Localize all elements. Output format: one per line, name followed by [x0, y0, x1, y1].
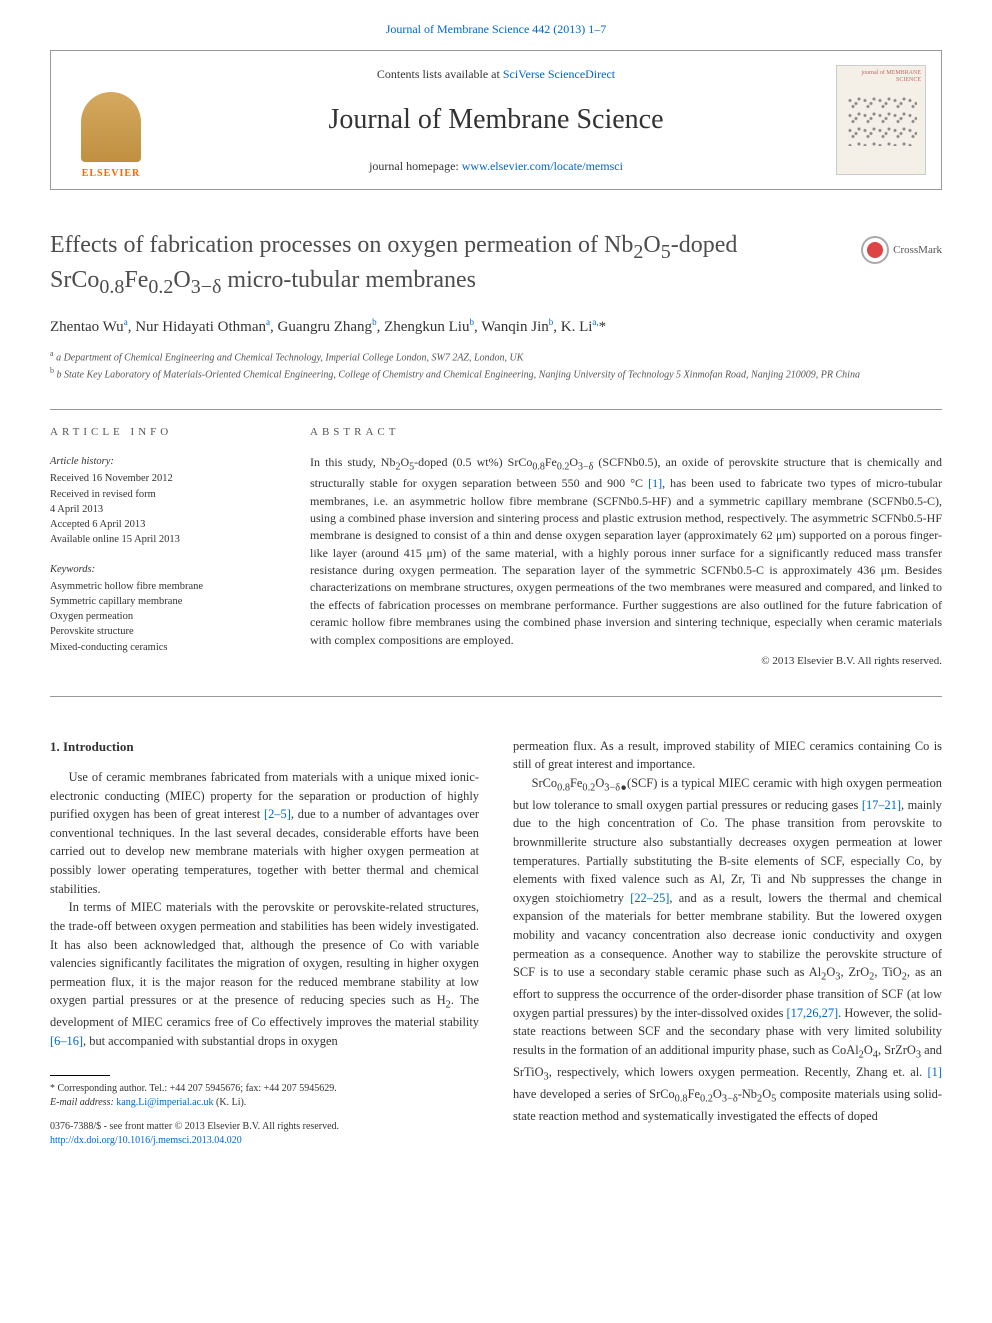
crossmark-badge[interactable]: CrossMark: [861, 236, 942, 264]
keyword: Asymmetric hollow fibre membrane: [50, 579, 280, 594]
journal-citation[interactable]: Journal of Membrane Science 442 (2013) 1…: [0, 0, 992, 50]
body-paragraph: Use of ceramic membranes fabricated from…: [50, 768, 479, 898]
history-heading: Article history:: [50, 454, 280, 469]
history-line: Received in revised form: [50, 487, 280, 502]
history-line: Available online 15 April 2013: [50, 532, 280, 547]
keyword: Mixed-conducting ceramics: [50, 640, 280, 655]
footnote-separator: [50, 1075, 110, 1076]
contents-available-line: Contents lists available at SciVerse Sci…: [171, 65, 821, 83]
cover-title-text: journal of MEMBRANE SCIENCE: [837, 66, 925, 87]
crossmark-label: CrossMark: [893, 242, 942, 259]
authors-line: Zhentao Wua, Nur Hidayati Othmana, Guang…: [50, 316, 942, 339]
footnotes: * Corresponding author. Tel.: +44 207 59…: [50, 1082, 479, 1110]
history-line: 4 April 2013: [50, 502, 280, 517]
article-title: Effects of fabrication processes on oxyg…: [50, 230, 841, 300]
journal-header: ELSEVIER Contents lists available at Sci…: [50, 50, 942, 190]
body-two-column: 1. Introduction Use of ceramic membranes…: [50, 737, 942, 1148]
email-label: E-mail address:: [50, 1097, 116, 1108]
keyword: Symmetric capillary membrane: [50, 594, 280, 609]
abstract-column: ABSTRACT In this study, Nb2O5-doped (0.5…: [310, 424, 942, 670]
abstract-copyright: © 2013 Elsevier B.V. All rights reserved…: [310, 653, 942, 670]
article-info-column: ARTICLE INFO Article history: Received 1…: [50, 424, 280, 670]
keyword: Perovskite structure: [50, 624, 280, 639]
abstract-text: In this study, Nb2O5-doped (0.5 wt%) SrC…: [310, 454, 942, 649]
sciencedirect-link[interactable]: SciVerse ScienceDirect: [503, 67, 615, 81]
body-paragraph: In terms of MIEC materials with the pero…: [50, 898, 479, 1050]
affiliation-a: a a Department of Chemical Engineering a…: [50, 348, 942, 365]
affiliation-a-text: a Department of Chemical Engineering and…: [56, 352, 523, 363]
email-line: E-mail address: kang.Li@imperial.ac.uk (…: [50, 1096, 479, 1110]
history-line: Received 16 November 2012: [50, 471, 280, 486]
keywords-block: Keywords: Asymmetric hollow fibre membra…: [50, 562, 280, 655]
article-info-label: ARTICLE INFO: [50, 424, 280, 441]
homepage-link[interactable]: www.elsevier.com/locate/memsci: [462, 159, 623, 173]
affiliation-b-text: b State Key Laboratory of Materials-Orie…: [57, 370, 860, 381]
elsevier-wordmark: ELSEVIER: [82, 166, 141, 181]
body-paragraph: SrCo0.8Fe0.2O3−δ●(SCF) is a typical MIEC…: [513, 774, 942, 1126]
affiliation-b: b b State Key Laboratory of Materials-Or…: [50, 365, 942, 382]
journal-title: Journal of Membrane Science: [171, 99, 821, 141]
affiliations: a a Department of Chemical Engineering a…: [50, 348, 942, 383]
email-address[interactable]: kang.Li@imperial.ac.uk: [116, 1097, 213, 1108]
crossmark-icon: [861, 236, 889, 264]
email-suffix: (K. Li).: [214, 1097, 247, 1108]
bottom-meta: 0376-7388/$ - see front matter © 2013 El…: [50, 1120, 479, 1148]
divider-line: [50, 696, 942, 697]
cover-pattern-icon: [847, 96, 917, 146]
homepage-line: journal homepage: www.elsevier.com/locat…: [171, 157, 821, 175]
article-history-block: Article history: Received 16 November 20…: [50, 454, 280, 547]
body-paragraph: permeation flux. As a result, improved s…: [513, 737, 942, 774]
abstract-label: ABSTRACT: [310, 424, 942, 441]
contents-prefix: Contents lists available at: [377, 67, 503, 81]
elsevier-tree-icon: [81, 92, 141, 162]
history-line: Accepted 6 April 2013: [50, 517, 280, 532]
header-center: Contents lists available at SciVerse Sci…: [171, 51, 821, 189]
doi-link[interactable]: http://dx.doi.org/10.1016/j.memsci.2013.…: [50, 1135, 242, 1146]
section-heading: 1. Introduction: [50, 737, 479, 757]
homepage-prefix: journal homepage:: [369, 159, 462, 173]
issn-copyright: 0376-7388/$ - see front matter © 2013 El…: [50, 1120, 479, 1134]
divider-line: [50, 409, 942, 410]
corresponding-author: * Corresponding author. Tel.: +44 207 59…: [50, 1082, 479, 1096]
journal-cover-block: journal of MEMBRANE SCIENCE: [821, 51, 941, 189]
keywords-heading: Keywords:: [50, 562, 280, 577]
journal-cover-thumb: journal of MEMBRANE SCIENCE: [836, 65, 926, 175]
publisher-logo-block: ELSEVIER: [51, 51, 171, 189]
keyword: Oxygen permeation: [50, 609, 280, 624]
